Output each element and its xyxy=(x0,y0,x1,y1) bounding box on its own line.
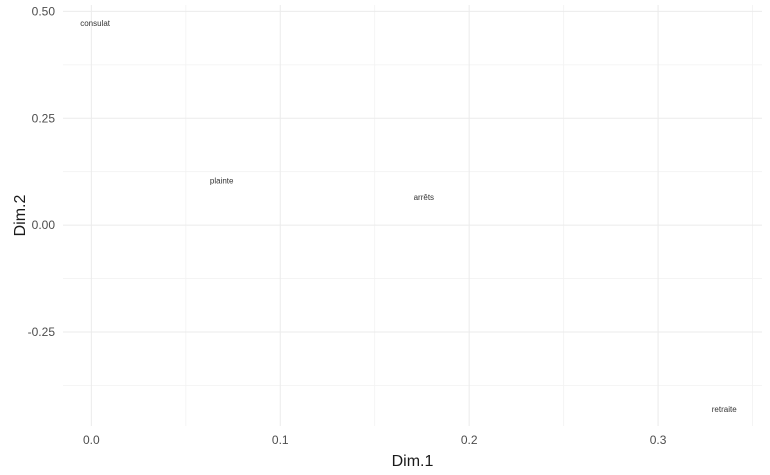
y-axis-ticks: -0.25 0.00 0.25 0.50 xyxy=(28,4,56,339)
point-label: retraite xyxy=(712,405,737,414)
point-labels: consulat plainte arrêts retraite xyxy=(80,19,737,414)
point-label: plainte xyxy=(210,177,234,186)
x-tick-label: 0.3 xyxy=(650,433,667,447)
y-tick-label: 0.00 xyxy=(32,218,56,232)
y-tick-label: -0.25 xyxy=(28,325,56,339)
y-tick-label: 0.50 xyxy=(32,4,56,18)
point-label: arrêts xyxy=(414,193,434,202)
x-tick-label: 0.0 xyxy=(83,433,100,447)
y-tick-label: 0.25 xyxy=(32,111,56,125)
x-tick-label: 0.1 xyxy=(272,433,289,447)
y-axis-title: Dim.2 xyxy=(12,195,29,237)
x-axis-title: Dim.1 xyxy=(392,453,434,470)
x-axis-ticks: 0.0 0.1 0.2 0.3 xyxy=(83,433,667,447)
point-label: consulat xyxy=(80,19,111,28)
grid xyxy=(63,5,762,426)
x-tick-label: 0.2 xyxy=(461,433,478,447)
